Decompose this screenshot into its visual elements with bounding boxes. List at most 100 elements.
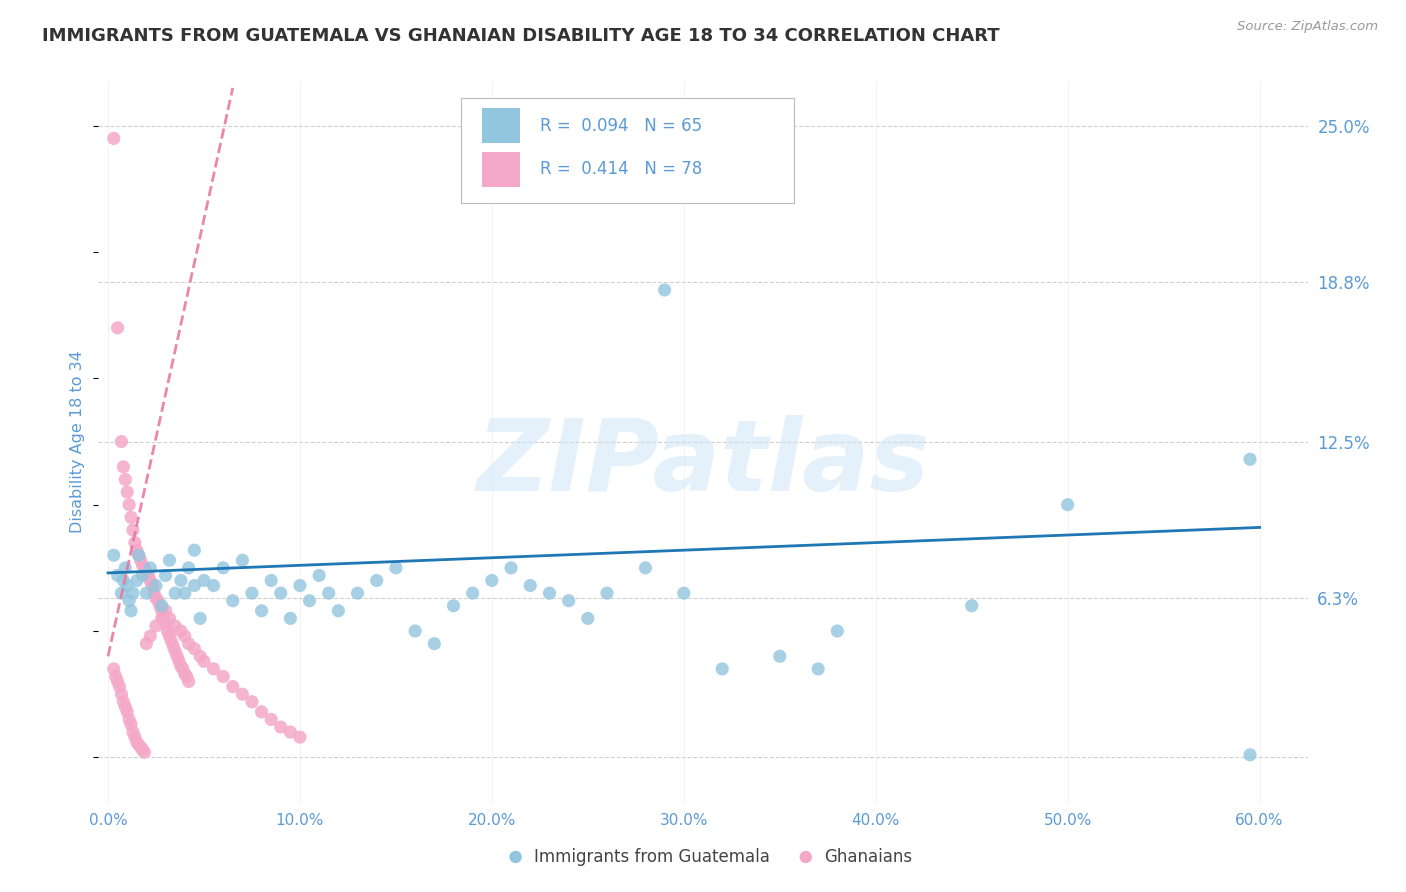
Point (672, 586, 695, 600)
Point (159, 629, 181, 643)
Point (499, 561, 522, 575)
Point (240, 695, 263, 709)
Text: R =  0.414   N = 78: R = 0.414 N = 78 (540, 161, 702, 178)
Point (145, 578, 167, 592)
Point (112, 459, 135, 474)
Point (172, 662, 194, 676)
Point (128, 738, 150, 752)
Point (240, 586, 263, 600)
Point (129, 553, 152, 567)
Point (115, 578, 138, 592)
Point (519, 578, 541, 592)
Point (183, 578, 205, 592)
Text: Source: ZipAtlas.com: Source: ZipAtlas.com (1237, 20, 1378, 33)
Point (125, 543, 148, 558)
Point (280, 611, 302, 625)
Point (807, 662, 830, 676)
Y-axis label: Disability Age 18 to 34: Disability Age 18 to 34 (70, 351, 86, 533)
Point (107, 568, 129, 582)
Point (131, 568, 153, 582)
Point (156, 624, 179, 638)
Point (183, 543, 205, 558)
Point (177, 637, 200, 651)
Point (118, 498, 141, 512)
Point (183, 641, 205, 656)
Point (145, 619, 167, 633)
Point (110, 434, 132, 449)
Point (122, 586, 145, 600)
Point (159, 553, 181, 567)
Point (202, 662, 225, 676)
Point (173, 629, 195, 643)
Point (188, 649, 211, 664)
Point (769, 649, 792, 664)
Text: IMMIGRANTS FROM GUATEMALA VS GHANAIAN DISABILITY AGE 18 TO 34 CORRELATION CHART: IMMIGRANTS FROM GUATEMALA VS GHANAIAN DI… (42, 27, 1000, 45)
Point (112, 695, 135, 709)
Point (155, 568, 177, 582)
Point (443, 599, 465, 613)
Point (118, 593, 141, 607)
Point (125, 735, 148, 749)
Point (165, 619, 187, 633)
Point (960, 599, 983, 613)
Point (124, 535, 146, 549)
Point (404, 624, 426, 638)
Point (202, 578, 225, 592)
Point (134, 561, 156, 575)
Point (166, 649, 188, 664)
Point (1239, 747, 1261, 762)
Point (150, 604, 173, 618)
Point (129, 740, 152, 755)
Point (212, 561, 235, 575)
Point (711, 662, 734, 676)
Point (170, 574, 193, 588)
Point (122, 725, 145, 739)
Point (136, 568, 159, 582)
Point (827, 624, 849, 638)
Point (135, 637, 157, 651)
Point (280, 725, 302, 739)
Point (107, 674, 129, 689)
Point (654, 283, 676, 297)
Point (461, 586, 484, 600)
Point (167, 654, 190, 668)
Point (146, 593, 169, 607)
Point (104, 669, 127, 683)
FancyBboxPatch shape (461, 98, 793, 203)
Point (193, 574, 215, 588)
Point (143, 586, 166, 600)
Point (576, 611, 599, 625)
Point (170, 624, 193, 638)
Point (173, 586, 195, 600)
Point (150, 599, 173, 613)
Point (170, 659, 193, 673)
Point (423, 637, 446, 651)
Point (1056, 498, 1078, 512)
Point (159, 611, 181, 625)
Point (162, 639, 184, 653)
Point (634, 561, 657, 575)
Point (110, 586, 132, 600)
Point (131, 743, 153, 757)
Point (149, 599, 172, 613)
Point (114, 561, 136, 575)
Point (270, 586, 292, 600)
Point (135, 566, 157, 580)
Point (103, 548, 125, 562)
Point (118, 713, 141, 727)
Point (250, 705, 273, 719)
Point (250, 604, 273, 618)
Point (557, 593, 579, 607)
Point (112, 574, 135, 588)
Bar (482, 153, 520, 186)
Point (385, 561, 408, 575)
Point (308, 568, 330, 582)
Point (125, 574, 148, 588)
Point (131, 558, 153, 573)
Bar (482, 108, 520, 143)
Point (288, 578, 311, 592)
Point (298, 593, 321, 607)
Point (103, 131, 125, 145)
Point (193, 654, 215, 668)
Point (139, 574, 162, 588)
